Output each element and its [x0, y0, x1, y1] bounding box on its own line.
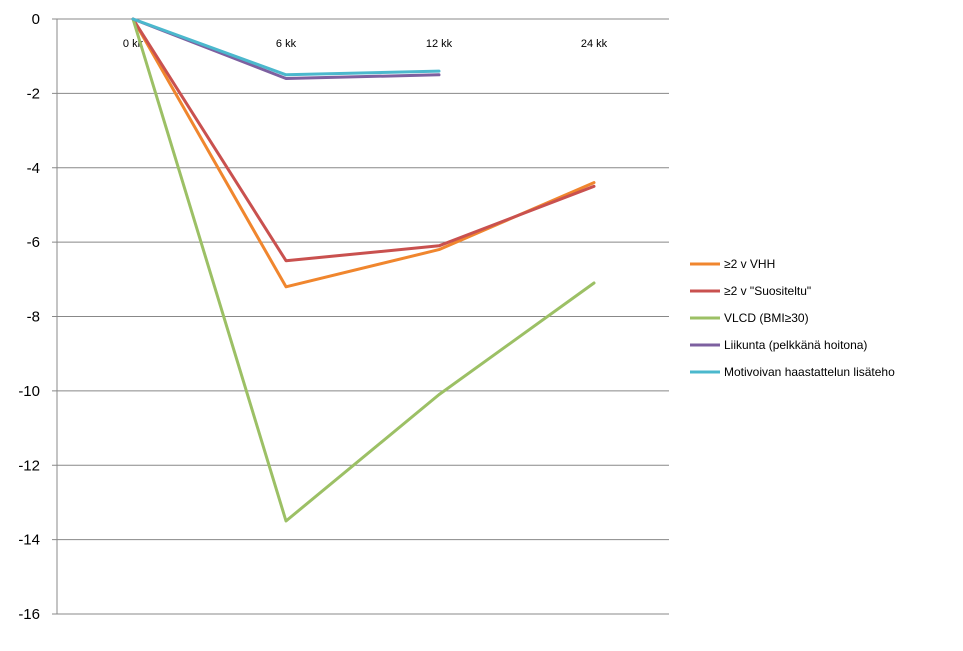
legend-label: Motivoivan haastattelun lisäteho [724, 365, 895, 379]
y-tick-label: -2 [27, 85, 40, 102]
series-line-5 [131, 17, 441, 77]
x-tick-label: 6 kk [276, 38, 297, 50]
x-tick-label: 12 kk [426, 38, 453, 50]
y-tick-label: -16 [18, 606, 40, 623]
legend: ≥2 v VHH ≥2 v "Suositeltu" VLCD (BMI≥30) Li… [690, 257, 895, 379]
gridlines [52, 18, 669, 615]
y-tick-label: -14 [18, 532, 40, 549]
series-line-3 [131, 17, 596, 523]
y-tick-label: -4 [27, 160, 40, 177]
y-tick-label: 0 [32, 11, 40, 28]
legend-label: Liikunta (pelkkänä hoitona) [724, 338, 867, 352]
legend-label: VLCD (BMI≥30) [724, 311, 809, 325]
legend-label: ≥2 v VHH [724, 257, 775, 271]
series-line-2 [131, 17, 596, 263]
y-tick-label: -12 [18, 457, 40, 474]
series-lines [131, 17, 596, 523]
legend-label: ≥2 v "Suositeltu" [724, 284, 811, 298]
y-axis-ticks: 0 -2 -4 -6 -8 -10 -12 -14 -16 [18, 11, 40, 623]
y-tick-label: -6 [27, 234, 40, 251]
x-tick-label: 24 kk [581, 38, 608, 50]
y-tick-label: -10 [18, 383, 40, 400]
x-axis-ticks: 0 kk 6 kk 12 kk 24 kk [123, 38, 608, 50]
y-tick-label: -8 [27, 309, 40, 326]
